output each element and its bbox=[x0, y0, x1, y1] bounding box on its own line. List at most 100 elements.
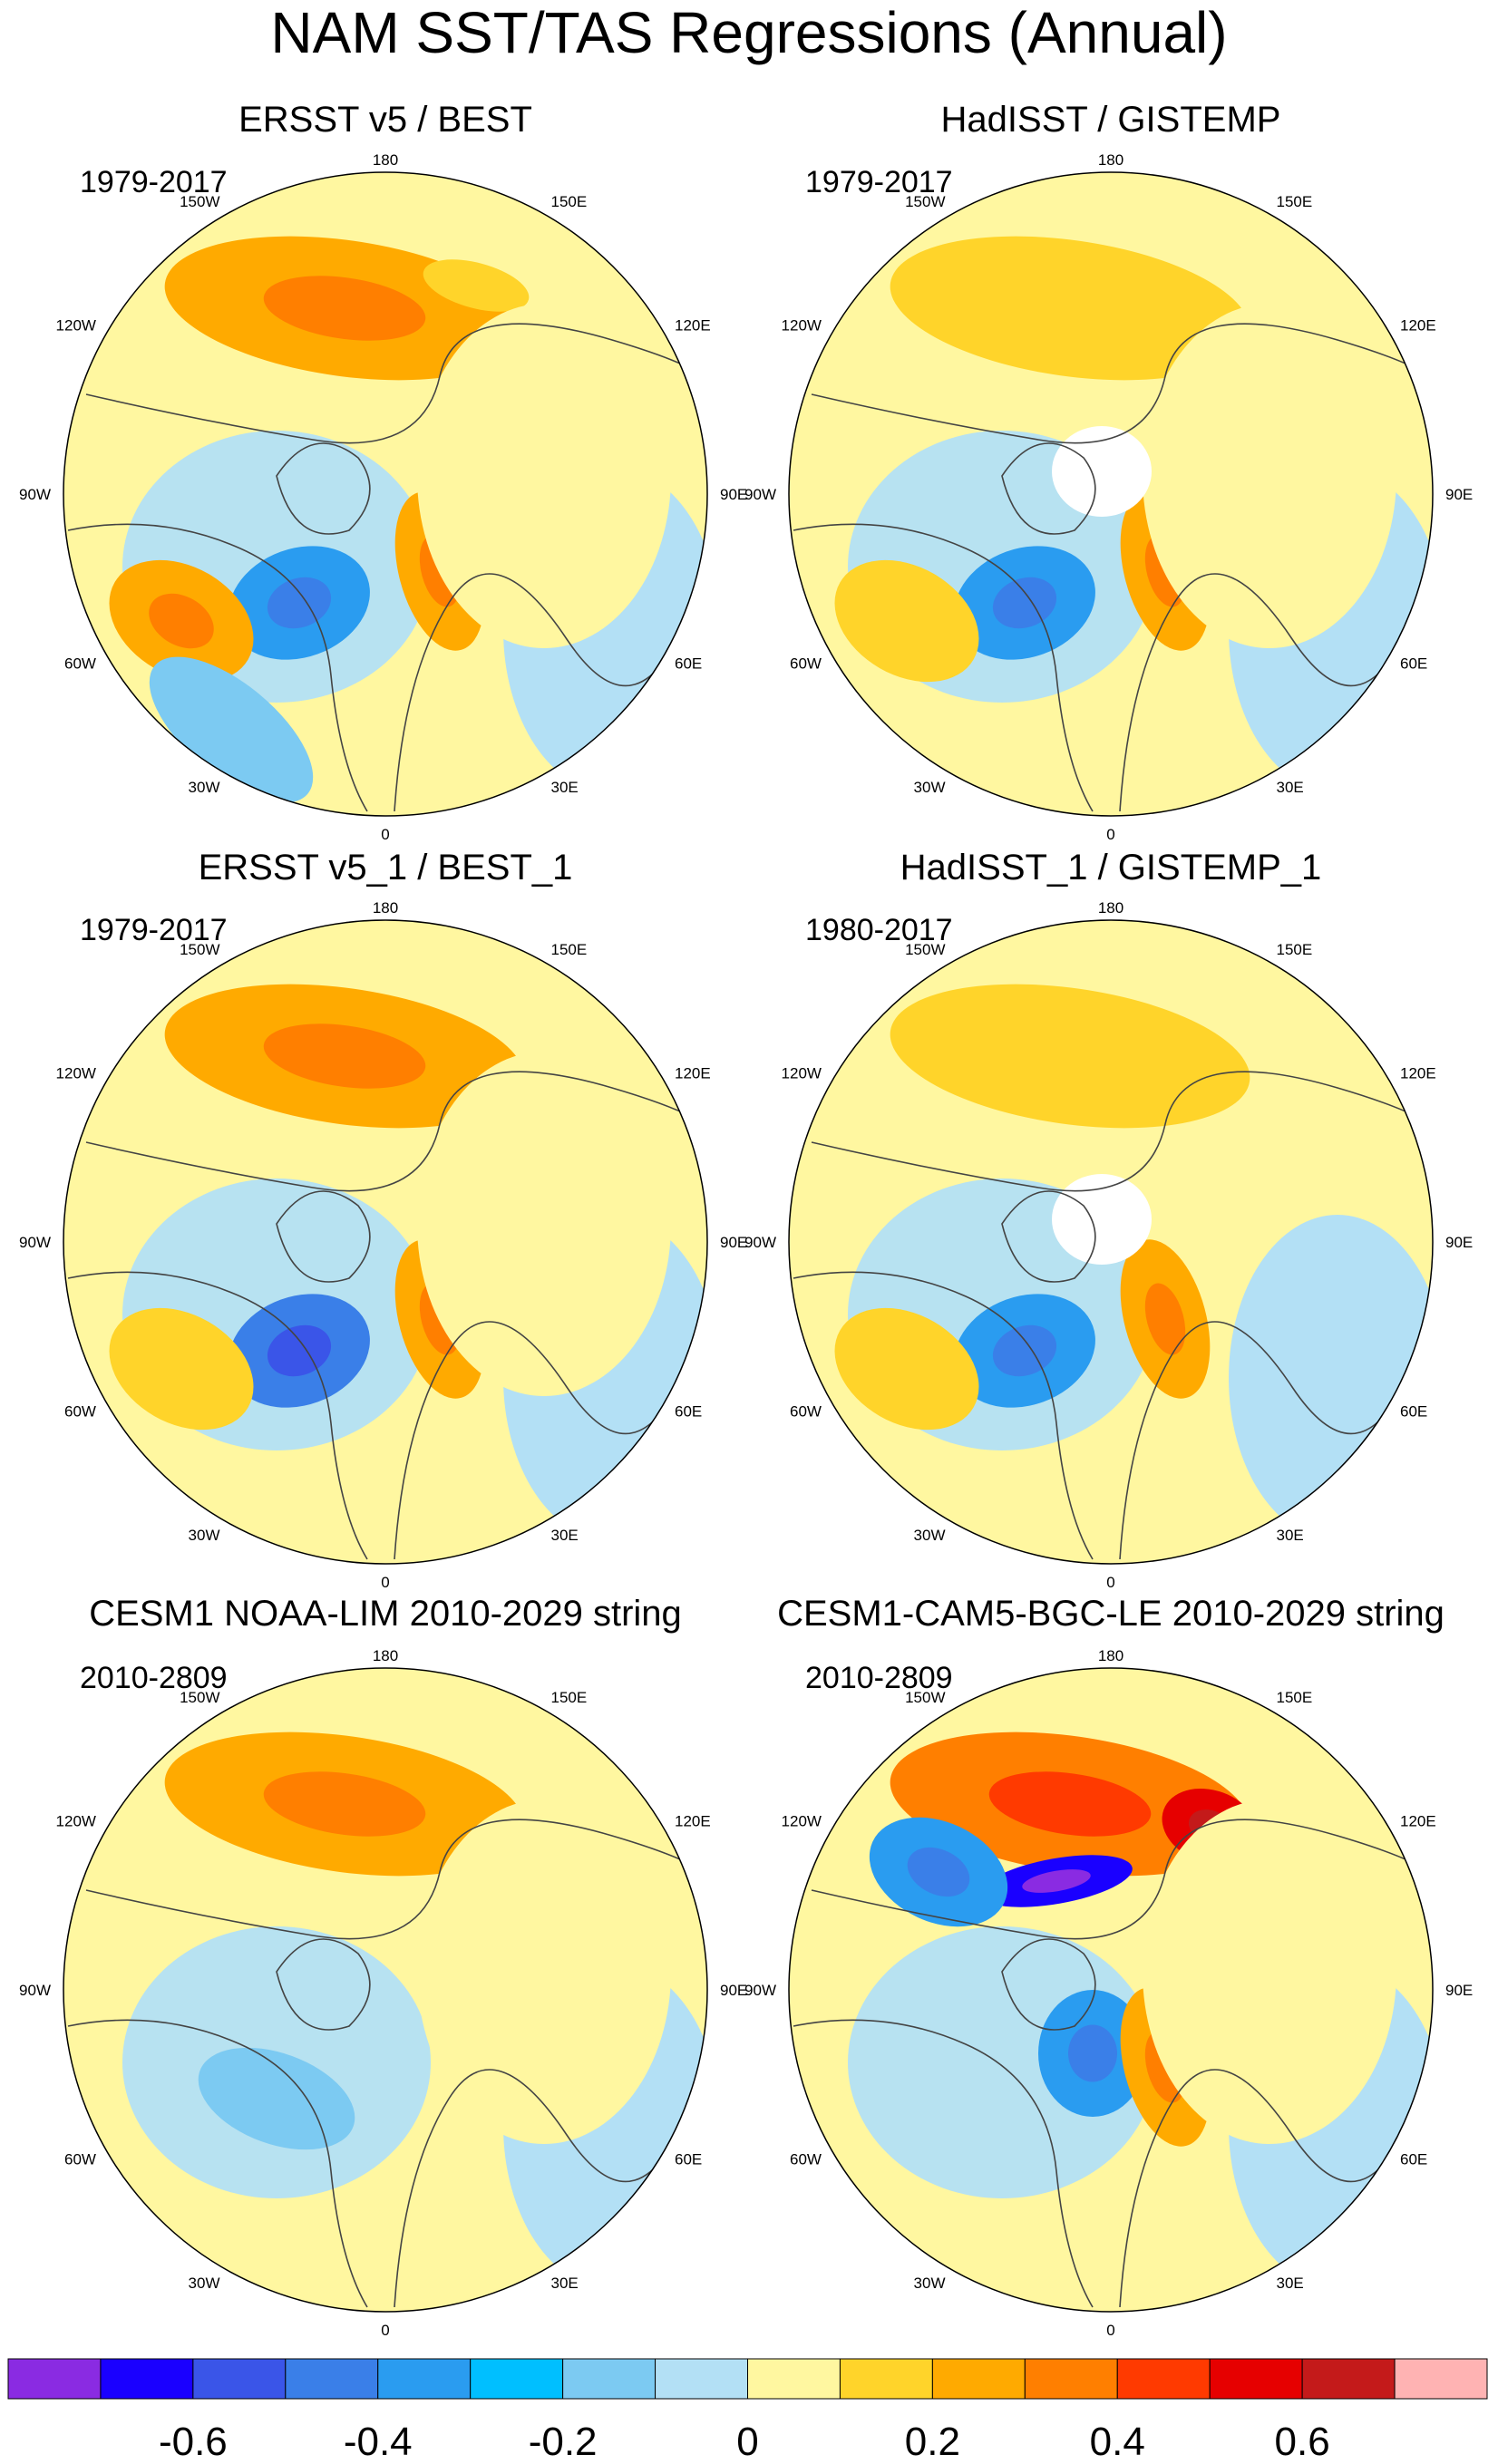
lon-label: 60E bbox=[1400, 655, 1427, 673]
map-boundary bbox=[788, 1667, 1434, 2313]
map-boundary bbox=[788, 919, 1434, 1565]
coastline-east bbox=[394, 1321, 695, 1560]
lon-label: 150W bbox=[180, 941, 219, 958]
coastline-east bbox=[1119, 1321, 1420, 1560]
panel-title: CESM1 NOAA-LIM 2010-2029 string bbox=[89, 1594, 682, 1634]
coastline-east bbox=[1119, 573, 1420, 812]
period-label: 1980-2017 bbox=[805, 913, 953, 947]
region-core bbox=[263, 276, 426, 341]
lon-label: 90E bbox=[1445, 486, 1473, 503]
lon-label: 90E bbox=[1445, 1234, 1473, 1251]
map-panel-5: CESM1 NOAA-LIM 2010-2029 string 180 150E 12… bbox=[19, 1594, 747, 2339]
lon-label: 60W bbox=[790, 655, 822, 673]
coastline-greenland bbox=[1001, 1938, 1096, 2031]
lon-label: 30E bbox=[551, 779, 579, 796]
map-panel-6: CESM1-CAM5-BGC-LE 2010-2029 string 180 150… bbox=[744, 1594, 1473, 2339]
coastline-greenland bbox=[276, 1938, 371, 2031]
colorbar-swatch bbox=[1394, 2358, 1488, 2400]
lon-label: 120W bbox=[56, 1065, 96, 1082]
lon-label: 60E bbox=[1400, 2151, 1427, 2168]
lon-label: 60W bbox=[64, 2151, 96, 2168]
region-sea-of-okhotsk bbox=[423, 259, 530, 312]
field-zone-east bbox=[1229, 1215, 1433, 1541]
lon-label: 30W bbox=[914, 779, 946, 796]
lon-label: 0 bbox=[381, 1574, 389, 1591]
lon-label: 150W bbox=[905, 941, 945, 958]
lon-label: 180 bbox=[373, 899, 398, 917]
lon-label: 30E bbox=[1277, 2275, 1304, 2292]
figure-title: NAM SST/TAS Regressions (Annual) bbox=[270, 0, 1228, 65]
colorbar-swatch bbox=[7, 2358, 102, 2400]
lon-label: 30W bbox=[189, 1527, 220, 1544]
map-panel-3: ERSST v5_1 / BEST_1 180 150E 120E 90E 60E 30E 0… bbox=[19, 848, 747, 1591]
lon-label: 60E bbox=[1400, 1403, 1427, 1421]
region-core bbox=[1068, 2024, 1117, 2082]
colorbar-swatch bbox=[1116, 2358, 1211, 2400]
period-label: 2010-2809 bbox=[80, 1661, 228, 1695]
lon-label: 180 bbox=[373, 151, 398, 169]
lon-label: 30W bbox=[189, 779, 220, 796]
lon-label: 0 bbox=[381, 2322, 389, 2339]
lon-label: 180 bbox=[373, 1647, 398, 1664]
region-core bbox=[263, 1771, 426, 1837]
coastline-east bbox=[1119, 2069, 1420, 2308]
lon-label: 90W bbox=[19, 486, 51, 503]
lon-label: 150E bbox=[1277, 193, 1313, 210]
panel-title: HadISST_1 / GISTEMP_1 bbox=[900, 848, 1322, 888]
colorbar-swatch bbox=[931, 2358, 1026, 2400]
colorbar-tick-label: 0.2 bbox=[905, 2420, 960, 2464]
colorbar-swatch bbox=[470, 2358, 564, 2400]
lon-label: 120E bbox=[675, 1813, 711, 1830]
lon-label: 60W bbox=[64, 655, 96, 673]
coastline-east bbox=[394, 573, 695, 812]
lon-label: 30E bbox=[551, 2275, 579, 2292]
coastline-west bbox=[793, 2019, 1094, 2308]
lon-label: 120E bbox=[675, 317, 711, 335]
colorbar-swatch bbox=[655, 2358, 748, 2400]
map-boundary bbox=[63, 919, 708, 1565]
region-subtropical-atlantic bbox=[834, 559, 979, 683]
lon-label: 120W bbox=[56, 1813, 96, 1830]
region-core bbox=[267, 1324, 332, 1377]
period-label: 1979-2017 bbox=[80, 165, 228, 199]
lon-label: 150E bbox=[551, 193, 588, 210]
period-label: 1979-2017 bbox=[80, 913, 228, 947]
lon-label: 0 bbox=[1106, 826, 1114, 843]
region-core bbox=[1022, 1869, 1091, 1893]
coastline-west bbox=[793, 1271, 1094, 1560]
map-boundary bbox=[63, 171, 708, 817]
coastline-west bbox=[67, 1271, 368, 1560]
lon-label: 0 bbox=[1106, 2322, 1114, 2339]
lon-label: 0 bbox=[1106, 1574, 1114, 1591]
region-core bbox=[263, 1023, 426, 1089]
lon-label: 120E bbox=[1400, 1065, 1436, 1082]
region-eurasia bbox=[1143, 304, 1396, 648]
panel-title: CESM1-CAM5-BGC-LE 2010-2029 string bbox=[777, 1594, 1444, 1634]
region-central-arctic bbox=[1052, 426, 1152, 517]
lon-label: 30W bbox=[914, 2275, 946, 2292]
region-eurasia bbox=[417, 304, 671, 648]
colorbar-swatch bbox=[377, 2358, 472, 2400]
lon-label: 120W bbox=[782, 317, 822, 335]
lon-label: 120E bbox=[675, 1065, 711, 1082]
lon-label: 120W bbox=[782, 1813, 822, 1830]
lon-label: 60W bbox=[64, 1403, 96, 1421]
lon-label: 150E bbox=[1277, 941, 1313, 958]
coastline-greenland bbox=[1001, 442, 1096, 535]
lon-label: 180 bbox=[1098, 1647, 1124, 1664]
lon-label: 90W bbox=[19, 1982, 51, 1999]
lon-label: 150W bbox=[180, 193, 219, 210]
region-core bbox=[992, 1324, 1057, 1377]
coastline-west bbox=[793, 523, 1094, 812]
region-core bbox=[149, 593, 214, 649]
field-layer bbox=[63, 1668, 707, 2312]
colorbar-swatch bbox=[1209, 2358, 1303, 2400]
colorbar-swatch bbox=[192, 2358, 287, 2400]
lon-label: 30W bbox=[189, 2275, 220, 2292]
lon-label: 0 bbox=[381, 826, 389, 843]
lon-label: 120W bbox=[782, 1065, 822, 1082]
lon-label: 120E bbox=[1400, 317, 1436, 335]
map-panel-1: ERSST v5 / BEST 180 150E 120E 90E 60E 30E 0 30W 6… bbox=[19, 100, 747, 843]
lon-label: 90W bbox=[744, 1234, 776, 1251]
colorbar-swatch bbox=[839, 2358, 933, 2400]
